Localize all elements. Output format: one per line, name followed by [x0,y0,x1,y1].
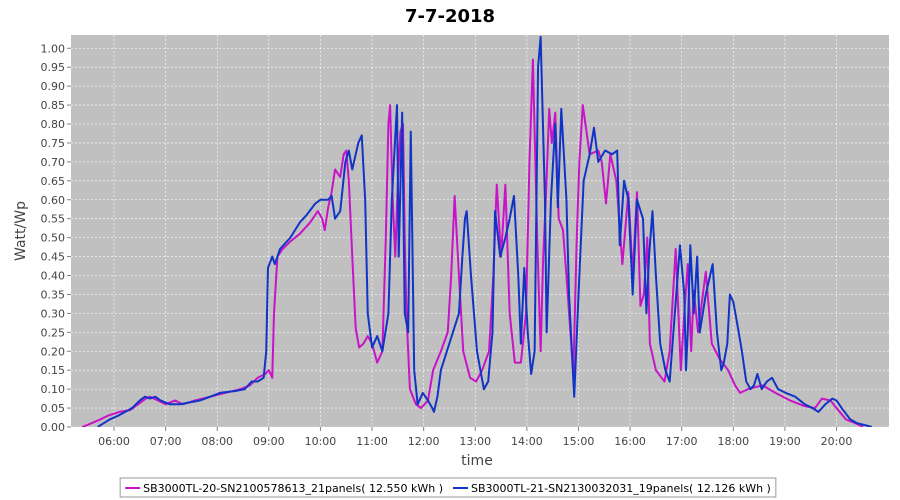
y-tick-label: 0.45 [41,251,66,264]
series-lines [81,35,873,427]
x-tick-label: 15:00 [563,435,595,448]
y-tick-label: 0.55 [41,213,66,226]
y-tick-label: 0.80 [41,118,66,131]
legend-label-1: SB3000TL-20-SN2100578613_21panels( 12.55… [143,482,443,495]
x-tick-label: 06:00 [98,435,130,448]
x-tick-label: 08:00 [201,435,233,448]
series-line-2 [97,35,873,427]
x-tick-label: 20:00 [821,435,853,448]
y-tick-label: 0.15 [41,364,66,377]
y-tick-label: 0.40 [41,270,66,283]
x-tick-label: 17:00 [666,435,698,448]
x-tick-label: 16:00 [614,435,646,448]
x-tick-label: 19:00 [769,435,801,448]
x-tick-label: 09:00 [253,435,285,448]
x-tick-label: 10:00 [305,435,337,448]
y-tick-label: 0.25 [41,326,66,339]
y-tick-label: 0.05 [41,402,66,415]
x-tick-label: 11:00 [356,435,388,448]
y-tick-label: 0.35 [41,288,66,301]
y-tick-label: 0.00 [41,421,66,434]
chart-title: 7-7-2018 [405,6,495,27]
y-tick-label: 0.30 [41,307,66,320]
y-tick-label: 0.75 [41,137,66,150]
legend-box [119,477,777,498]
y-tick-label: 0.10 [41,383,66,396]
y-tick-label: 1.00 [41,42,66,55]
x-tick-label: 07:00 [150,435,182,448]
x-axis-label: time [461,453,493,469]
x-axis: 06:00 07:00 08:00 09:00 10:00 11:00 12:00 13:00… [98,427,852,448]
y-tick-label: 0.60 [41,194,66,207]
legend: SB3000TL-20-SN2100578613_21panels( 12.55… [119,477,777,498]
y-axis-label: Watt/Wp [13,201,29,261]
x-tick-label: 12:00 [408,435,440,448]
legend-label-2: SB3000TL-21-SN2130032031_19panels( 12.12… [471,482,771,495]
series-line-1 [81,58,864,427]
y-tick-label: 0.90 [41,80,66,93]
x-tick-label: 13:00 [459,435,491,448]
y-tick-label: 0.50 [41,232,66,245]
y-tick-label: 0.20 [41,345,66,358]
gridlines [71,35,889,428]
y-tick-label: 0.70 [41,156,66,169]
y-axis: 0.00 0.05 0.10 0.15 0.20 0.25 0.30 0.35 0.40 0.45… [41,42,71,434]
x-tick-label: 14:00 [511,435,543,448]
y-tick-label: 0.85 [41,99,66,112]
y-tick-label: 0.95 [41,61,66,74]
y-tick-label: 0.65 [41,175,66,188]
plot-area [71,35,889,427]
x-tick-label: 18:00 [717,435,749,448]
